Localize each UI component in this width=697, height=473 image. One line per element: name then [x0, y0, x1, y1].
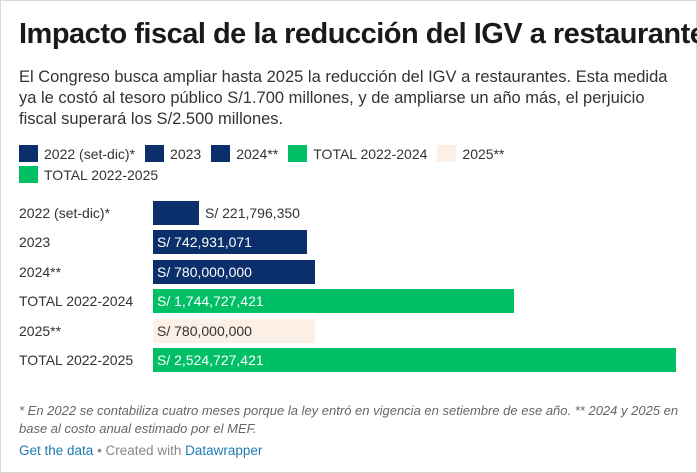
- legend-swatch: [437, 145, 457, 162]
- legend-label: 2023: [170, 146, 202, 162]
- legend-swatch: [288, 145, 308, 162]
- legend-item: TOTAL 2022-2024: [288, 144, 427, 165]
- category-label: 2022 (set-dic)*: [19, 205, 111, 221]
- value-label: S/ 780,000,000: [157, 264, 252, 280]
- legend-item: 2024**: [211, 144, 278, 165]
- bar: [153, 319, 315, 343]
- footnote: * En 2022 se contabiliza cuatro meses po…: [19, 403, 679, 436]
- legend-label: 2025**: [462, 146, 505, 162]
- bar: [153, 260, 315, 284]
- category-label: 2025**: [19, 323, 62, 339]
- value-label: S/ 780,000,000: [157, 323, 252, 339]
- legend-item: 2023: [145, 144, 201, 165]
- category-label: 2023: [19, 234, 51, 250]
- bar: [153, 289, 514, 313]
- bar: [153, 201, 199, 225]
- legend-label: 2022 (set-dic)*: [44, 146, 136, 162]
- chart-title: Impacto fiscal de la reducción del IGV a…: [19, 18, 697, 50]
- legend-swatch: [19, 166, 38, 183]
- legend-item: TOTAL 2022-2025: [19, 165, 158, 186]
- bar: [153, 348, 676, 372]
- legend-label: 2024**: [236, 146, 279, 162]
- source-line: Get the data • Created with Datawrapper: [19, 443, 262, 458]
- category-label: TOTAL 2022-2025: [19, 352, 134, 368]
- value-label: S/ 221,796,350: [205, 205, 300, 221]
- category-label: TOTAL 2022-2024: [19, 293, 134, 309]
- legend-label: TOTAL 2022-2025: [44, 167, 159, 183]
- created-with-text: • Created with: [93, 443, 186, 458]
- category-label: 2024**: [19, 264, 62, 280]
- legend-swatch: [211, 145, 231, 162]
- legend-swatch: [19, 145, 38, 162]
- legend-item: 2022 (set-dic)*: [19, 144, 135, 165]
- legend-label: TOTAL 2022-2024: [313, 146, 428, 162]
- chart-subtitle: El Congreso busca ampliar hasta 2025 la …: [19, 68, 668, 128]
- legend-item: 2025**: [437, 144, 504, 165]
- chart-legend: 2022 (set-dic)* 2023 2024** TOTAL 2022-2024…: [19, 144, 659, 186]
- value-label: S/ 742,931,071: [157, 234, 252, 250]
- bar: [153, 230, 307, 254]
- value-label: S/ 2,524,727,421: [157, 352, 264, 368]
- get-the-data-link[interactable]: Get the data: [19, 443, 94, 458]
- legend-swatch: [145, 145, 165, 162]
- value-label: S/ 1,744,727,421: [157, 293, 264, 309]
- datawrapper-link[interactable]: Datawrapper: [185, 443, 263, 458]
